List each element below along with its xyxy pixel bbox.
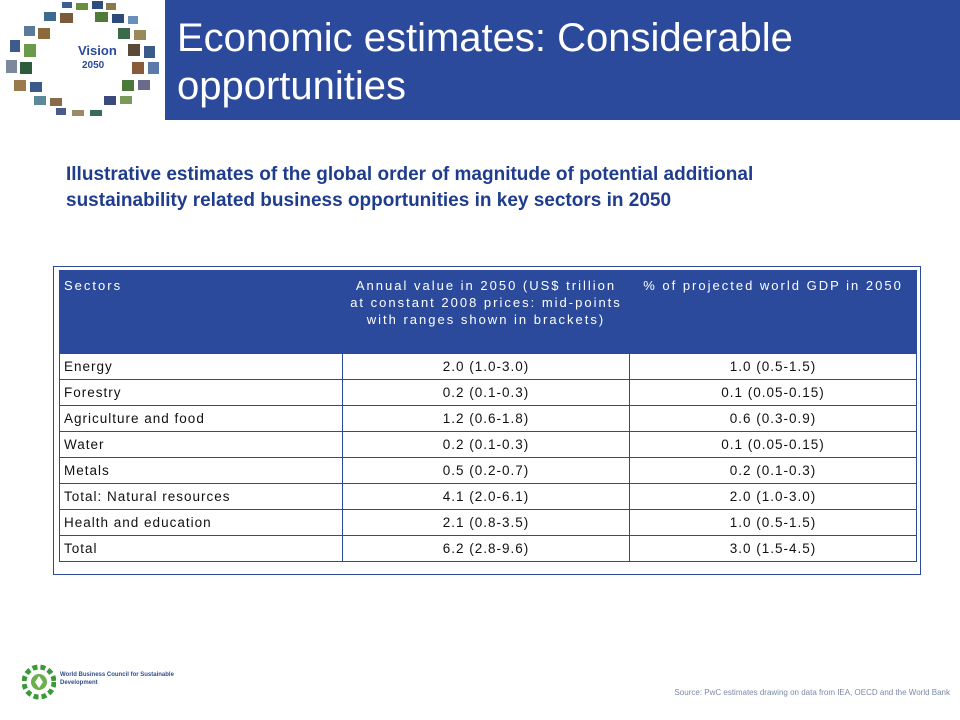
sector-cell: Health and education — [59, 509, 343, 536]
table-row: Total: Natural resources 4.1 (2.0-6.1) 2… — [59, 483, 917, 510]
gdp-cell: 3.0 (1.5-4.5) — [629, 535, 917, 562]
gdp-cell: 0.1 (0.05-0.15) — [629, 379, 917, 406]
sector-cell: Total: Natural resources — [59, 483, 343, 510]
header-sectors: Sectors — [59, 270, 343, 354]
slide-subtitle: Illustrative estimates of the global ord… — [66, 164, 754, 211]
header-gdp-share: % of projected world GDP in 2050 — [629, 270, 917, 354]
header-annual-value: Annual value in 2050 (US$ trillion at co… — [342, 270, 630, 354]
table-row: Forestry 0.2 (0.1-0.3) 0.1 (0.05-0.15) — [59, 379, 917, 406]
table-header-row: Sectors Annual value in 2050 (US$ trilli… — [59, 270, 917, 354]
table-row: Metals 0.5 (0.2-0.7) 0.2 (0.1-0.3) — [59, 457, 917, 484]
gdp-cell: 0.1 (0.05-0.15) — [629, 431, 917, 458]
estimates-table-frame: Sectors Annual value in 2050 (US$ trilli… — [53, 266, 921, 575]
value-cell: 0.2 (0.1-0.3) — [342, 379, 630, 406]
sector-cell: Energy — [59, 353, 343, 380]
table-row: Agriculture and food 1.2 (0.6-1.8) 0.6 (… — [59, 405, 917, 432]
wbcsd-logo: World Business Council for Sustainable D… — [21, 664, 182, 704]
gdp-cell: 0.2 (0.1-0.3) — [629, 457, 917, 484]
value-cell: 2.1 (0.8-3.5) — [342, 509, 630, 536]
gdp-cell: 1.0 (0.5-1.5) — [629, 509, 917, 536]
source-note: Source: PwC estimates drawing on data fr… — [674, 688, 950, 697]
wbcsd-org-name: World Business Council for Sustainable D… — [60, 672, 174, 686]
sector-cell: Metals — [59, 457, 343, 484]
sector-cell: Water — [59, 431, 343, 458]
vision-2050-logo: Vision 2050 — [0, 0, 165, 122]
estimates-table: Sectors Annual value in 2050 (US$ trilli… — [59, 270, 917, 562]
gdp-cell: 1.0 (0.5-1.5) — [629, 353, 917, 380]
sector-cell: Total — [59, 535, 343, 562]
wbcsd-emblem-icon — [21, 664, 57, 700]
value-cell: 6.2 (2.8-9.6) — [342, 535, 630, 562]
svg-text:2050: 2050 — [82, 60, 105, 71]
sector-cell: Forestry — [59, 379, 343, 406]
value-cell: 2.0 (1.0-3.0) — [342, 353, 630, 380]
table-row: Total 6.2 (2.8-9.6) 3.0 (1.5-4.5) — [59, 535, 917, 562]
value-cell: 0.2 (0.1-0.3) — [342, 431, 630, 458]
table-row: Health and education 2.1 (0.8-3.5) 1.0 (… — [59, 509, 917, 536]
svg-text:Vision: Vision — [78, 43, 117, 58]
vision-2050-collage-icon: Vision 2050 — [6, 1, 159, 116]
gdp-cell: 2.0 (1.0-3.0) — [629, 483, 917, 510]
value-cell: 0.5 (0.2-0.7) — [342, 457, 630, 484]
title-bar: Economic estimates: Considerable opportu… — [165, 0, 960, 120]
gdp-cell: 0.6 (0.3-0.9) — [629, 405, 917, 432]
value-cell: 4.1 (2.0-6.1) — [342, 483, 630, 510]
value-cell: 1.2 (0.6-1.8) — [342, 405, 630, 432]
sector-cell: Agriculture and food — [59, 405, 343, 432]
page-title: Economic estimates: Considerable opportu… — [177, 16, 793, 108]
table-row: Water 0.2 (0.1-0.3) 0.1 (0.05-0.15) — [59, 431, 917, 458]
table-row: Energy 2.0 (1.0-3.0) 1.0 (0.5-1.5) — [59, 353, 917, 380]
